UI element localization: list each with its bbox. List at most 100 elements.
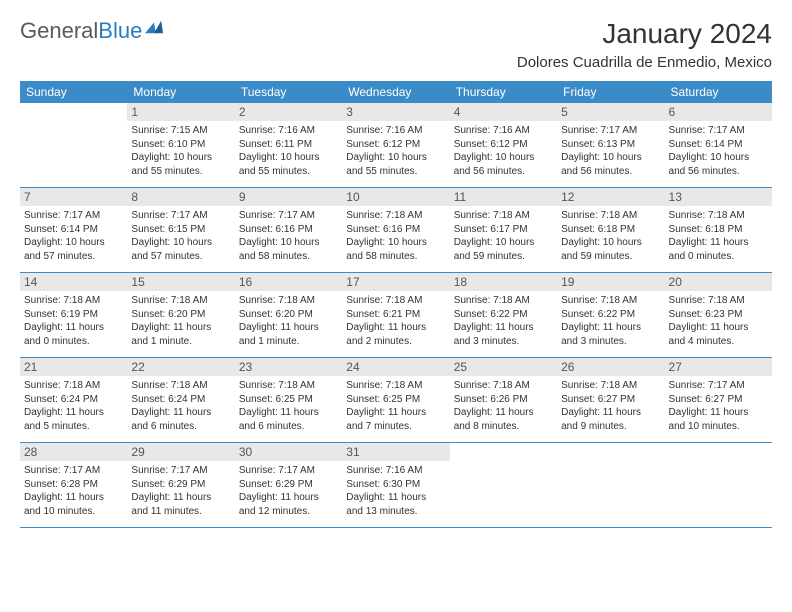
day-cell: 26Sunrise: 7:18 AMSunset: 6:27 PMDayligh… (557, 358, 664, 442)
day-ss: Sunset: 6:25 PM (239, 393, 338, 407)
day-cell: 10Sunrise: 7:18 AMSunset: 6:16 PMDayligh… (342, 188, 449, 272)
day-sr: Sunrise: 7:17 AM (561, 124, 660, 138)
weeks-container: 1Sunrise: 7:15 AMSunset: 6:10 PMDaylight… (20, 103, 772, 528)
day-cell: 27Sunrise: 7:17 AMSunset: 6:27 PMDayligh… (665, 358, 772, 442)
day-sr: Sunrise: 7:18 AM (24, 379, 123, 393)
day-cell: 5Sunrise: 7:17 AMSunset: 6:13 PMDaylight… (557, 103, 664, 187)
day-number: 23 (235, 358, 342, 376)
day-dl1: Daylight: 11 hours (346, 321, 445, 335)
day-ss: Sunset: 6:17 PM (454, 223, 553, 237)
day-ss: Sunset: 6:26 PM (454, 393, 553, 407)
dow-thursday: Thursday (450, 81, 557, 103)
day-ss: Sunset: 6:18 PM (669, 223, 768, 237)
day-dl1: Daylight: 11 hours (346, 406, 445, 420)
day-ss: Sunset: 6:16 PM (346, 223, 445, 237)
day-cell: 31Sunrise: 7:16 AMSunset: 6:30 PMDayligh… (342, 443, 449, 527)
day-number: 16 (235, 273, 342, 291)
week-row: 14Sunrise: 7:18 AMSunset: 6:19 PMDayligh… (20, 273, 772, 358)
day-dl1: Daylight: 10 hours (561, 151, 660, 165)
day-dl2: and 58 minutes. (346, 250, 445, 264)
day-number: 24 (342, 358, 449, 376)
day-dl2: and 10 minutes. (669, 420, 768, 434)
day-ss: Sunset: 6:20 PM (131, 308, 230, 322)
day-dl2: and 56 minutes. (454, 165, 553, 179)
day-sr: Sunrise: 7:16 AM (346, 124, 445, 138)
day-number: 2 (235, 103, 342, 121)
day-dl1: Daylight: 11 hours (24, 491, 123, 505)
day-sr: Sunrise: 7:18 AM (561, 379, 660, 393)
day-number: 26 (557, 358, 664, 376)
day-number: 30 (235, 443, 342, 461)
day-sr: Sunrise: 7:17 AM (239, 464, 338, 478)
day-dl1: Daylight: 10 hours (454, 151, 553, 165)
day-sr: Sunrise: 7:17 AM (24, 464, 123, 478)
day-dl1: Daylight: 11 hours (454, 321, 553, 335)
day-dl1: Daylight: 11 hours (239, 406, 338, 420)
day-number: 15 (127, 273, 234, 291)
page-title: January 2024 (517, 18, 772, 50)
day-cell: 15Sunrise: 7:18 AMSunset: 6:20 PMDayligh… (127, 273, 234, 357)
day-dl2: and 8 minutes. (454, 420, 553, 434)
day-cell: 19Sunrise: 7:18 AMSunset: 6:22 PMDayligh… (557, 273, 664, 357)
day-dl1: Daylight: 11 hours (24, 406, 123, 420)
day-dl2: and 12 minutes. (239, 505, 338, 519)
dow-monday: Monday (127, 81, 234, 103)
day-sr: Sunrise: 7:16 AM (239, 124, 338, 138)
day-dl2: and 6 minutes. (131, 420, 230, 434)
day-cell: 29Sunrise: 7:17 AMSunset: 6:29 PMDayligh… (127, 443, 234, 527)
day-number: 18 (450, 273, 557, 291)
logo-text-1: General (20, 18, 98, 44)
day-dl2: and 10 minutes. (24, 505, 123, 519)
day-ss: Sunset: 6:29 PM (131, 478, 230, 492)
day-cell: 24Sunrise: 7:18 AMSunset: 6:25 PMDayligh… (342, 358, 449, 442)
day-number: 10 (342, 188, 449, 206)
day-dl2: and 3 minutes. (454, 335, 553, 349)
day-number: 8 (127, 188, 234, 206)
day-dl1: Daylight: 11 hours (239, 321, 338, 335)
day-cell: 2Sunrise: 7:16 AMSunset: 6:11 PMDaylight… (235, 103, 342, 187)
day-cell: 3Sunrise: 7:16 AMSunset: 6:12 PMDaylight… (342, 103, 449, 187)
day-sr: Sunrise: 7:17 AM (239, 209, 338, 223)
day-dl1: Daylight: 10 hours (669, 151, 768, 165)
day-cell (665, 443, 772, 527)
header: GeneralBlue January 2024 Dolores Cuadril… (20, 18, 772, 71)
day-ss: Sunset: 6:20 PM (239, 308, 338, 322)
day-sr: Sunrise: 7:16 AM (346, 464, 445, 478)
day-sr: Sunrise: 7:18 AM (669, 294, 768, 308)
day-sr: Sunrise: 7:18 AM (454, 209, 553, 223)
day-cell: 28Sunrise: 7:17 AMSunset: 6:28 PMDayligh… (20, 443, 127, 527)
calendar-page: GeneralBlue January 2024 Dolores Cuadril… (0, 0, 792, 538)
day-dl2: and 3 minutes. (561, 335, 660, 349)
day-dl2: and 7 minutes. (346, 420, 445, 434)
day-dl2: and 1 minute. (131, 335, 230, 349)
logo-text-2: Blue (98, 18, 142, 44)
day-number: 1 (127, 103, 234, 121)
day-sr: Sunrise: 7:17 AM (131, 209, 230, 223)
day-number: 14 (20, 273, 127, 291)
day-number: 21 (20, 358, 127, 376)
day-sr: Sunrise: 7:18 AM (669, 209, 768, 223)
day-dl2: and 55 minutes. (346, 165, 445, 179)
day-dl1: Daylight: 11 hours (239, 491, 338, 505)
day-cell: 11Sunrise: 7:18 AMSunset: 6:17 PMDayligh… (450, 188, 557, 272)
location-label: Dolores Cuadrilla de Enmedio, Mexico (517, 54, 772, 71)
day-ss: Sunset: 6:15 PM (131, 223, 230, 237)
day-number: 28 (20, 443, 127, 461)
day-dl1: Daylight: 11 hours (131, 321, 230, 335)
day-sr: Sunrise: 7:18 AM (454, 294, 553, 308)
day-sr: Sunrise: 7:18 AM (346, 294, 445, 308)
title-block: January 2024 Dolores Cuadrilla de Enmedi… (517, 18, 772, 71)
day-ss: Sunset: 6:21 PM (346, 308, 445, 322)
logo-mark-icon (145, 20, 163, 34)
day-number: 31 (342, 443, 449, 461)
day-number: 3 (342, 103, 449, 121)
day-dl2: and 5 minutes. (24, 420, 123, 434)
day-ss: Sunset: 6:13 PM (561, 138, 660, 152)
day-dl1: Daylight: 10 hours (239, 151, 338, 165)
week-row: 21Sunrise: 7:18 AMSunset: 6:24 PMDayligh… (20, 358, 772, 443)
day-dl2: and 9 minutes. (561, 420, 660, 434)
day-cell: 21Sunrise: 7:18 AMSunset: 6:24 PMDayligh… (20, 358, 127, 442)
day-cell (557, 443, 664, 527)
day-cell: 1Sunrise: 7:15 AMSunset: 6:10 PMDaylight… (127, 103, 234, 187)
week-row: 7Sunrise: 7:17 AMSunset: 6:14 PMDaylight… (20, 188, 772, 273)
